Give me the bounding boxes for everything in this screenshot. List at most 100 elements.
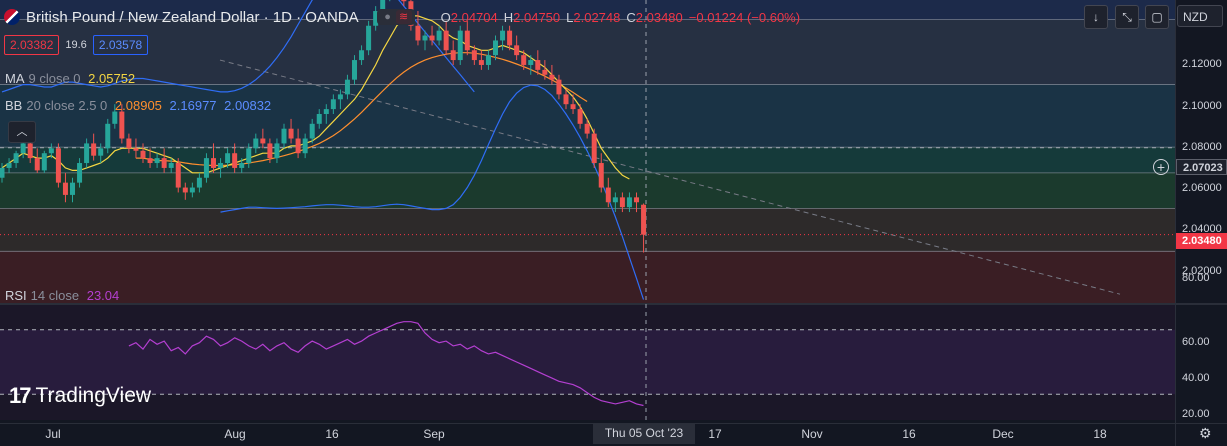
rsi-tick: 20.00 [1182, 408, 1210, 420]
candle-body [77, 163, 83, 183]
rsi-tick: 60.00 [1182, 336, 1210, 348]
time-tick: Dec [992, 427, 1014, 441]
time-tick: Sep [423, 427, 445, 441]
settings-gear-icon[interactable]: ⚙ [1199, 425, 1212, 441]
tradingview-logo[interactable]: 17 TradingView [9, 383, 152, 408]
candle-body [239, 163, 245, 168]
price-zone [0, 0, 1175, 20]
candle-body [464, 30, 470, 51]
ma-value: 2.05752 [88, 71, 136, 86]
price-tick: 2.10000 [1182, 100, 1222, 112]
ohlc-values: O2.04704 H2.04750 L2.02748 C2.03480 −0.0… [441, 10, 800, 25]
candle-body [309, 123, 315, 139]
last-price-label: 2.03480 [1176, 233, 1227, 249]
price-tick: 2.06000 [1182, 182, 1222, 194]
rsi-line [128, 321, 644, 407]
status-wave-icon: ≋ [395, 10, 412, 24]
candle-body [154, 158, 160, 164]
candle-body [6, 163, 12, 168]
symbol-title[interactable]: British Pound / New Zealand Dollar · 1D … [26, 8, 359, 26]
chevron-up-icon: ︿ [16, 126, 28, 138]
spread-value: 19.6 [65, 39, 87, 51]
candle-body [13, 153, 19, 164]
bb-upper-value: 2.16977 [169, 98, 217, 113]
candle-body [105, 123, 111, 149]
ohlc-high: H2.04750 [503, 9, 561, 25]
candle-body [337, 94, 343, 100]
candle-body [380, 0, 386, 12]
price-tick: 2.08000 [1182, 141, 1222, 153]
candle-body [253, 138, 259, 149]
candle-body [429, 35, 435, 41]
candle-body [507, 30, 513, 46]
market-status-pill[interactable]: ● ≋ [376, 9, 415, 25]
currency-select[interactable]: NZD [1177, 5, 1223, 27]
candle-body [126, 138, 132, 149]
collapse-legend-button[interactable]: ︿ [8, 121, 36, 143]
ohlc-close: C2.03480 [626, 9, 683, 25]
candle-body [584, 123, 590, 134]
arrow-down-button[interactable]: ↓ [1084, 5, 1108, 29]
candle-body [211, 158, 216, 168]
candle-body [0, 167, 5, 178]
time-tick: 18 [1093, 427, 1107, 441]
candle-body [175, 163, 181, 188]
rsi-band [0, 329, 1175, 395]
trade-panel: 2.03382 19.6 2.03578 [4, 35, 149, 55]
candle-body [34, 158, 40, 171]
candle-body [70, 182, 75, 195]
crosshair-price-label: 2.07023 [1176, 159, 1227, 175]
candle-body [478, 60, 484, 65]
time-tick: Jul [45, 427, 61, 441]
trend-line [219, 59, 1121, 295]
candle-body [316, 114, 322, 124]
bb-legend[interactable]: BB 20 close 2.5 0 2.08905 2.16977 2.00832 [5, 98, 272, 113]
ohlc-change: −0.01224 (−0.60%) [688, 9, 801, 25]
candle-body [450, 50, 456, 61]
expand-button[interactable]: ⤡ [1115, 5, 1139, 29]
bb-lower-value: 2.00832 [224, 98, 272, 113]
candle-body [471, 50, 477, 61]
candle-body [288, 128, 294, 139]
ma-legend[interactable]: MA 9 close 0 2.05752 [5, 71, 136, 86]
candle-body [168, 163, 174, 168]
candle-body [84, 143, 90, 164]
candle-body [605, 187, 611, 203]
candle-body [274, 143, 280, 159]
rsi-tick: 80.00 [1182, 272, 1210, 284]
ma-line [1, 15, 630, 180]
rsi-value: 23.04 [86, 288, 120, 303]
candle-body [246, 148, 252, 164]
price-zone [0, 208, 1175, 252]
candle-body [218, 163, 224, 168]
candle-body [570, 104, 576, 110]
rsi-tick: 40.00 [1182, 372, 1210, 384]
candle-body [598, 163, 604, 188]
candle-body [563, 94, 569, 105]
candle-body [203, 158, 209, 178]
bb-lower-line [220, 84, 645, 300]
candle-body [634, 197, 639, 203]
ohlc-open: O2.04704 [440, 9, 498, 25]
candle-body [295, 138, 301, 154]
candle-body [591, 133, 597, 164]
candle-body [232, 153, 238, 168]
candle-body [41, 153, 47, 171]
add-alert-plus-icon[interactable]: + [1153, 159, 1169, 175]
sell-button[interactable]: 2.03382 [4, 35, 60, 55]
expand-icon: ⤡ [1122, 10, 1132, 24]
candle-body [196, 177, 202, 188]
candle-body [612, 197, 618, 203]
rsi-legend[interactable]: RSI 14 close 23.04 [5, 288, 120, 303]
time-tick: 16 [325, 427, 339, 441]
screenshot-button[interactable]: ▢ [1145, 5, 1169, 29]
candle-body [302, 138, 308, 154]
candle-body [641, 204, 647, 235]
candle-body [48, 148, 54, 154]
candle-body [443, 30, 449, 51]
tradingview-mark-icon: 17 [9, 383, 32, 408]
buy-button[interactable]: 2.03578 [92, 35, 149, 55]
crosshair-date-label: Thu 05 Oct '23 [593, 423, 695, 444]
